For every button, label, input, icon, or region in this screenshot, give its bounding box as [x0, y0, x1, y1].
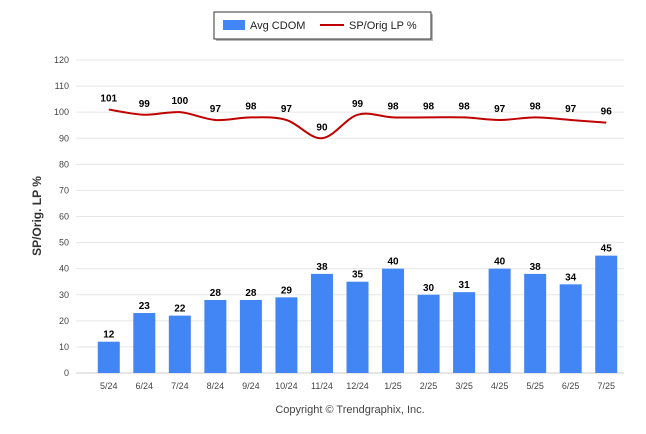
line-series — [108, 108, 607, 140]
y-tick-label: 40 — [59, 264, 69, 274]
legend-bar-label: Avg CDOM — [250, 20, 305, 32]
x-tick-label: 6/24 — [136, 381, 154, 391]
line-value-label: 97 — [210, 104, 222, 115]
y-tick-label: 90 — [59, 133, 69, 143]
x-axis-ticks: 5/24 6/24 7/24 8/24 9/24 10/24 11/24 12/24 1/25 2… — [100, 381, 615, 391]
x-tick-label: 4/25 — [491, 381, 509, 391]
copyright-footer: Copyright © Trendgraphix, Inc. — [275, 404, 424, 416]
y-axis-label: SP/Orig. LP % — [30, 176, 44, 256]
bar-data-labels: 12 23 22 28 28 29 38 35 40 30 31 40 38 34 45 — [103, 244, 612, 341]
y-tick-label: 110 — [55, 81, 69, 91]
bar — [417, 294, 440, 373]
line-value-label: 98 — [387, 101, 399, 112]
line-value-label: 97 — [565, 104, 577, 115]
bar-value-label: 40 — [494, 257, 506, 268]
legend-line-label: SP/Orig LP % — [349, 20, 417, 32]
bar-value-label: 29 — [281, 285, 293, 296]
x-tick-label: 1/25 — [384, 381, 402, 391]
bar — [488, 268, 511, 373]
line-value-label: 100 — [171, 96, 188, 107]
y-tick-label: 100 — [54, 107, 69, 117]
y-tick-label: 20 — [59, 316, 69, 326]
bar — [168, 315, 191, 373]
line-value-label: 98 — [459, 101, 471, 112]
bar — [275, 297, 298, 373]
bar-value-label: 38 — [530, 262, 542, 273]
x-tick-label: 12/24 — [346, 381, 369, 391]
line-data-labels: 101 99 100 97 98 97 90 99 98 98 98 97 98 97 96 — [100, 94, 612, 134]
bar — [382, 268, 405, 373]
y-tick-label: 0 — [64, 368, 69, 378]
bar-value-label: 23 — [139, 301, 151, 312]
bar-value-label: 35 — [352, 270, 364, 281]
bar-value-label: 45 — [601, 244, 613, 255]
bar-value-label: 28 — [210, 288, 222, 299]
x-tick-label: 8/24 — [207, 381, 225, 391]
x-tick-label: 11/24 — [311, 381, 333, 391]
line-value-label: 101 — [100, 94, 117, 105]
bar-value-label: 12 — [103, 330, 115, 341]
bar — [310, 273, 333, 373]
bar-value-label: 31 — [459, 280, 471, 291]
bar — [524, 273, 547, 373]
legend-bar-swatch — [223, 20, 245, 30]
bar — [346, 281, 369, 373]
line-value-label: 96 — [601, 107, 613, 118]
x-tick-label: 2/25 — [420, 381, 438, 391]
line-value-label: 90 — [316, 122, 328, 133]
bar — [239, 299, 262, 373]
line-value-label: 98 — [423, 101, 435, 112]
bar-value-label: 28 — [245, 288, 257, 299]
y-axis-ticks: 0 10 20 30 40 50 60 70 80 90 100 110 120 — [54, 55, 69, 378]
line-value-label: 99 — [352, 99, 364, 110]
x-tick-label: 5/25 — [526, 381, 544, 391]
x-tick-label: 7/25 — [597, 381, 615, 391]
bar-series — [97, 255, 618, 373]
sp-orig-lp-line — [108, 108, 607, 140]
x-tick-label: 7/24 — [171, 381, 189, 391]
line-value-label: 98 — [530, 101, 542, 112]
bar-value-label: 38 — [316, 262, 328, 273]
bar-value-label: 34 — [565, 272, 577, 283]
bar-value-label: 40 — [387, 257, 399, 268]
x-tick-label: 3/25 — [455, 381, 473, 391]
x-tick-label: 6/25 — [562, 381, 580, 391]
y-tick-label: 30 — [59, 290, 69, 300]
line-value-label: 97 — [494, 104, 506, 115]
bar — [559, 284, 582, 373]
bar — [204, 299, 227, 373]
x-tick-label: 9/24 — [242, 381, 260, 391]
x-tick-label: 10/24 — [275, 381, 298, 391]
line-value-label: 97 — [281, 104, 293, 115]
bar — [595, 255, 618, 373]
line-value-label: 98 — [245, 101, 257, 112]
x-tick-label: 5/24 — [100, 381, 118, 391]
bar — [453, 292, 476, 373]
bar-value-label: 22 — [174, 304, 186, 315]
y-tick-label: 120 — [54, 55, 69, 65]
bar-value-label: 30 — [423, 283, 435, 294]
line-value-label: 99 — [139, 99, 151, 110]
y-tick-label: 80 — [59, 159, 69, 169]
bar — [133, 313, 156, 373]
y-tick-label: 50 — [59, 238, 69, 248]
y-tick-label: 60 — [59, 212, 69, 222]
y-tick-label: 10 — [59, 342, 69, 352]
legend: Avg CDOM SP/Orig LP % — [213, 11, 433, 41]
bar — [97, 341, 120, 373]
y-tick-label: 70 — [59, 185, 69, 195]
